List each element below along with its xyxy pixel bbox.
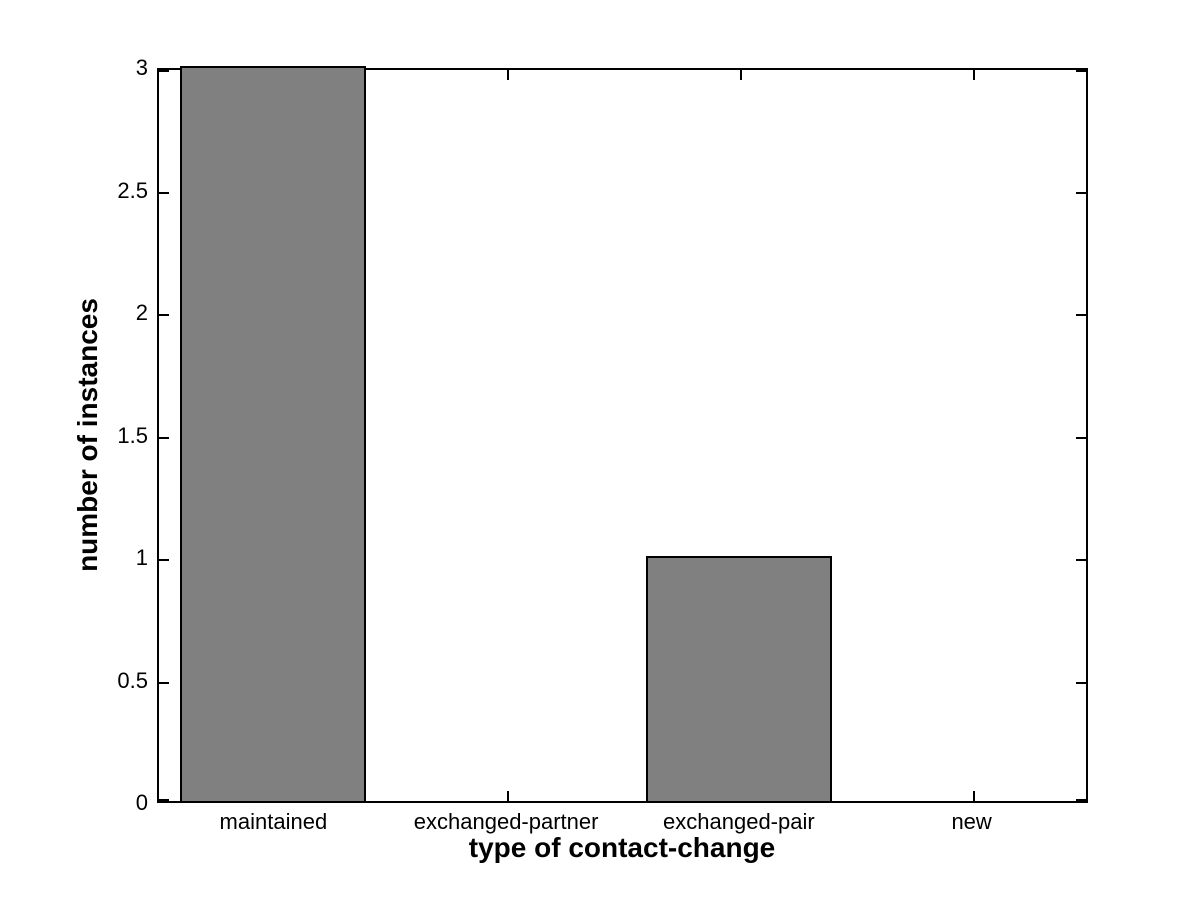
y-tick-right (1076, 314, 1086, 316)
x-tick-bottom (972, 791, 975, 801)
x-tick-label-new: new (951, 809, 992, 834)
y-tick-label: 2.5 (117, 177, 148, 203)
x-tick-top (972, 70, 975, 80)
x-tick-label-exchanged-partner: exchanged-partner (413, 809, 599, 834)
y-tick-left (159, 436, 169, 439)
y-tick-label: 1 (135, 545, 148, 570)
y-tick-right (1076, 191, 1086, 194)
y-tick-right (1076, 70, 1086, 72)
bar-exchanged-pair (645, 556, 832, 801)
y-tick-label: 0.5 (117, 667, 148, 693)
y-tick-label: 1.5 (117, 422, 148, 448)
y-tick-right (1076, 559, 1086, 561)
x-axis-label: type of contact-change (468, 832, 776, 863)
x-tick-top (739, 70, 742, 80)
plot-area (157, 66, 1088, 803)
y-tick-left (159, 799, 169, 801)
x-tick-label-maintained: maintained (219, 809, 328, 834)
y-tick-left (159, 314, 169, 316)
x-tick-bottom (507, 791, 510, 801)
y-tick-right (1076, 799, 1086, 801)
y-tick-left (159, 559, 169, 561)
y-tick-left (159, 191, 169, 194)
y-tick-left (159, 681, 169, 684)
y-tick-label: 2 (135, 300, 148, 325)
y-tick-right (1076, 681, 1086, 684)
x-tick-label-exchanged-pair: exchanged-pair (663, 809, 815, 834)
bar-maintained (180, 66, 367, 801)
x-tick-top (507, 70, 510, 80)
y-tick-right (1076, 436, 1086, 439)
y-tick-label: 3 (135, 55, 148, 80)
y-tick-label: 0 (135, 790, 148, 815)
y-tick-left (159, 70, 169, 72)
